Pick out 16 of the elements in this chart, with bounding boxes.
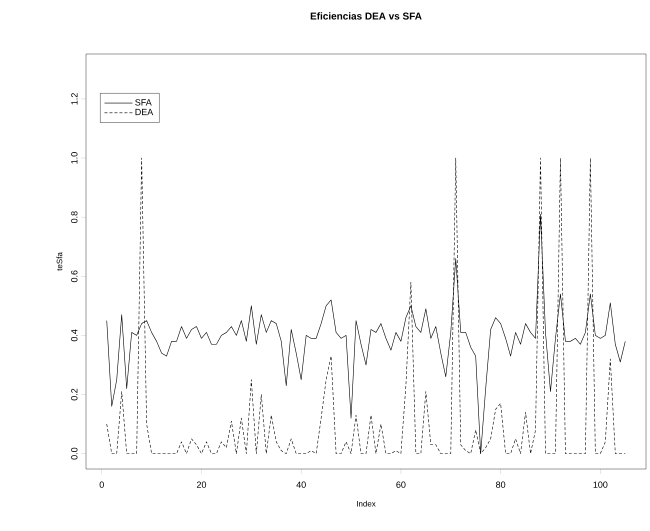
x-tick-label: 60 (396, 482, 406, 488)
x-tick-label: 100 (594, 482, 608, 488)
chart-title: Eficiencias DEA vs SFA (310, 12, 422, 20)
y-tick-label: 0.6 (71, 270, 78, 282)
y-tick-label: 0.8 (71, 211, 78, 224)
legend-label: SFA (135, 99, 152, 106)
x-tick-label: 0 (100, 482, 104, 488)
y-tick-label: 0.0 (71, 448, 78, 460)
legend-label: DEA (136, 108, 154, 116)
x-tick-label: 20 (196, 482, 206, 488)
y-tick-label: 1.0 (71, 152, 78, 164)
y-tick-label: 1.2 (71, 93, 78, 104)
y-tick-label: 0.4 (71, 329, 78, 342)
y-tick-label: 0.2 (71, 388, 78, 400)
x-tick-label: 40 (296, 482, 306, 488)
x-tick-label: 80 (496, 482, 506, 488)
